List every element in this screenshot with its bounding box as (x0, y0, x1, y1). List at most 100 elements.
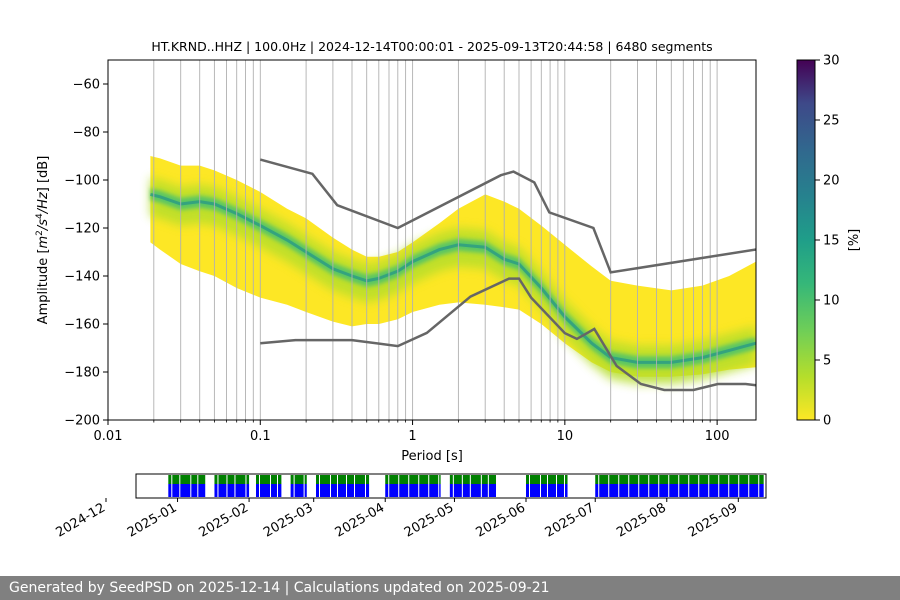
timeline-gap (226, 475, 228, 484)
timeline-span (526, 484, 568, 497)
timeline-gap (487, 475, 489, 484)
timeline-gap (171, 475, 173, 484)
timeline-gap (540, 484, 541, 497)
colorbar: 0 5 10 15 20 25 30 [%] (796, 54, 862, 429)
timeline-gap (277, 475, 278, 484)
y-tick-label: −200 (64, 414, 100, 429)
timeline-gap (190, 484, 192, 497)
psd-figure: HT.KRND..HHZ | 100.0Hz | 2024-12-14T00:0… (35, 39, 862, 541)
timeline-date-ticks: 2024-12 2025-01 2025-02 2025-03 2025-04 2025-… (53, 498, 740, 541)
timeline-gap (408, 475, 410, 484)
timeline-gap (708, 475, 710, 484)
timeline-gap (540, 475, 541, 484)
timeline-gap (564, 484, 565, 497)
timeline-gap (303, 475, 305, 484)
colorbar-tick-label: 15 (823, 234, 840, 249)
timeline-gap (598, 475, 600, 484)
timeline-gap (738, 484, 740, 497)
timeline-gap (217, 484, 219, 497)
y-tick-label: −140 (64, 270, 100, 285)
colorbar-tick-label: 30 (823, 54, 840, 69)
timeline-gap (608, 475, 610, 484)
timeline-gap (245, 475, 247, 484)
timeline-gap (354, 475, 355, 484)
timeline-gap (179, 475, 181, 484)
nlnm-curve (260, 277, 756, 392)
timeline-gap (678, 475, 680, 484)
timeline-gap (293, 484, 295, 497)
timeline-gap (638, 475, 640, 484)
timeline-gap (718, 475, 720, 484)
colorbar-tick-label: 0 (823, 414, 831, 429)
timeline-gap (418, 475, 420, 484)
timeline-gap (648, 475, 650, 484)
colorbar-ticks: 0 5 10 15 20 25 30 (815, 54, 840, 429)
timeline-gap (529, 475, 530, 484)
timeline-gap (738, 475, 740, 484)
timeline-gap (438, 484, 440, 497)
timeline-gap (179, 484, 181, 497)
timeline-span (214, 475, 250, 484)
timeline-gap (303, 484, 305, 497)
timeline-gap (293, 475, 295, 484)
x-tick-label: 0.1 (250, 429, 271, 444)
timeline-gap (346, 475, 347, 484)
timeline-gap (529, 484, 530, 497)
timeline-tick-label: 2025-06 (473, 500, 528, 540)
x-tick-label: 1 (408, 429, 416, 444)
timeline-gap (547, 484, 548, 497)
timeline-gap (365, 484, 366, 497)
timeline-gap (618, 484, 620, 497)
timeline-gap (337, 475, 338, 484)
timeline-gap (408, 484, 410, 497)
timeline-span (214, 484, 250, 497)
timeline-gap (245, 484, 247, 497)
period-gridlines (108, 60, 718, 420)
timeline-gap (638, 484, 640, 497)
y-tick-label: −60 (73, 78, 100, 93)
x-axis-label: Period [s] (401, 449, 463, 464)
timeline-span (595, 475, 764, 484)
y-axis-label: Amplitude [m2/s4/Hz] [dB] (35, 156, 51, 325)
timeline-gap (346, 484, 347, 497)
timeline-tick-label: 2025-08 (614, 500, 669, 540)
timeline-gap (319, 484, 320, 497)
timeline-gap (480, 484, 482, 497)
timeline-tick-label: 2025-03 (261, 500, 316, 540)
timeline-gap (197, 484, 199, 497)
timeline-gap (330, 475, 331, 484)
timeline-gap (337, 484, 338, 497)
timeline-span (290, 475, 307, 484)
timeline-tick-label: 2025-01 (125, 500, 180, 540)
timeline-gap (319, 475, 320, 484)
plot-frame (107, 59, 757, 421)
timeline-span (526, 475, 568, 484)
chart-title: HT.KRND..HHZ | 100.0Hz | 2024-12-14T00:0… (151, 39, 712, 54)
timeline-gap (547, 475, 548, 484)
timeline-gap (564, 475, 565, 484)
timeline-gap (234, 484, 236, 497)
timeline-span (595, 484, 764, 497)
timeline-gap (748, 475, 750, 484)
colorbar-tick-label: 25 (823, 114, 840, 129)
data-availability-timeline: 2024-12 2025-01 2025-02 2025-03 2025-04 2025-… (53, 473, 767, 541)
timeline-gap (461, 475, 463, 484)
y-tick-label: −80 (73, 126, 100, 141)
psd-density-core (150, 188, 756, 369)
timeline-gap (330, 484, 331, 497)
timeline-gap (618, 475, 620, 484)
timeline-gap (698, 484, 700, 497)
timeline-gap (688, 475, 690, 484)
timeline-gap (658, 484, 660, 497)
timeline-span (449, 475, 496, 484)
timeline-gap (598, 484, 600, 497)
timeline-gap (354, 484, 355, 497)
timeline-tick-label: 2025-05 (402, 500, 457, 540)
timeline-gap (438, 475, 440, 484)
timeline-tick-label: 2025-04 (333, 500, 388, 540)
timeline-gap (708, 484, 710, 497)
x-tick-label: 10 (557, 429, 574, 444)
timeline-gap (452, 475, 454, 484)
timeline-gap (658, 475, 660, 484)
timeline-tick-label: 2024-12 (53, 500, 108, 540)
